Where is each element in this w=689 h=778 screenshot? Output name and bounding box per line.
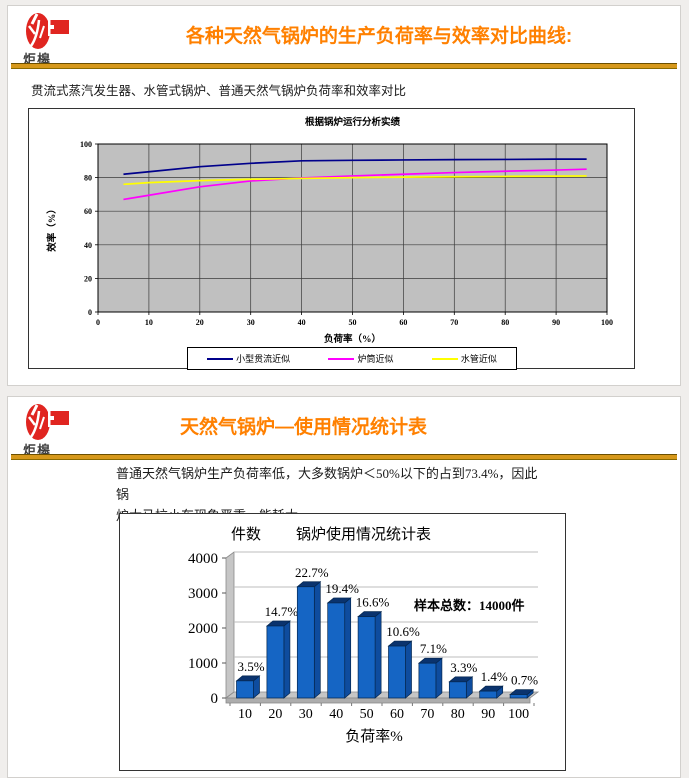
company-logo: 炬槔: [23, 402, 93, 459]
body-line-1: 普通天然气锅炉生产负荷率低，大多数锅炉＜50%以下的占到73.4%，因此锅: [116, 466, 538, 502]
svg-text:0: 0: [88, 308, 92, 317]
svg-text:16.6%: 16.6%: [356, 595, 390, 610]
svg-text:40: 40: [84, 241, 92, 250]
svg-text:0: 0: [211, 691, 219, 707]
svg-text:10: 10: [145, 318, 153, 327]
svg-text:效率（%）: 效率（%）: [46, 204, 58, 252]
efficiency-line-chart: 0 10 20 30 40 50 60 70 80 90 100 0 20 40 60 80 100 根据锅炉运行…: [46, 116, 613, 345]
svg-text:90: 90: [481, 707, 495, 722]
slide-usage-statistics: 炬槔 天然气锅炉—使用情况统计表 普通天然气锅炉生产负荷率低，大多数锅炉＜50%…: [7, 396, 681, 778]
svg-text:3000: 3000: [188, 586, 218, 602]
svg-text:3.3%: 3.3%: [450, 660, 477, 675]
svg-text:2000: 2000: [188, 621, 218, 637]
svg-text:80: 80: [84, 174, 92, 183]
svg-text:100: 100: [80, 140, 92, 149]
svg-text:30: 30: [299, 707, 313, 722]
svg-text:负荷率%: 负荷率%: [345, 728, 403, 745]
svg-text:100: 100: [601, 318, 613, 327]
svg-text:14.7%: 14.7%: [265, 604, 299, 619]
line-chart-frame: 0 10 20 30 40 50 60 70 80 90 100 0 20 40 60 80 100 根据锅炉运行…: [28, 108, 635, 370]
header-rule: [11, 63, 677, 69]
legend-swatch: [431, 357, 458, 360]
chart-legend: 小型贯流近似 炉筒近似 水管近似: [187, 347, 517, 370]
svg-text:40: 40: [298, 318, 306, 327]
svg-text:1.4%: 1.4%: [481, 669, 508, 684]
svg-text:100: 100: [508, 707, 529, 722]
slide1-subtitle: 贯流式蒸汽发生器、水管式锅炉、普通天然气锅炉负荷率和效率对比: [31, 84, 407, 98]
svg-text:根据锅炉运行分析实绩: 根据锅炉运行分析实绩: [305, 116, 401, 128]
svg-text:70: 70: [450, 318, 458, 327]
svg-text:0: 0: [96, 318, 100, 327]
svg-text:90: 90: [552, 318, 560, 327]
svg-text:10: 10: [238, 707, 252, 722]
slide-efficiency-curves: 炬槔 各种天然气锅炉的生产负荷率与效率对比曲线: 贯流式蒸汽发生器、水管式锅炉、…: [7, 5, 681, 386]
svg-text:60: 60: [399, 318, 407, 327]
legend-label: 炉筒近似: [357, 354, 394, 364]
svg-text:70: 70: [420, 707, 434, 722]
legend-item: 炉筒近似: [328, 352, 394, 365]
svg-text:50: 50: [349, 318, 357, 327]
svg-text:4000: 4000: [188, 551, 218, 567]
svg-text:3.5%: 3.5%: [237, 659, 264, 674]
legend-swatch: [328, 357, 355, 360]
svg-text:件数: 件数: [231, 526, 261, 543]
svg-text:80: 80: [501, 318, 509, 327]
svg-text:0.7%: 0.7%: [511, 673, 538, 688]
header-rule: [11, 454, 677, 460]
svg-text:负荷率（%）: 负荷率（%）: [324, 333, 381, 345]
svg-text:40: 40: [329, 707, 343, 722]
legend-swatch: [207, 357, 234, 360]
svg-text:50: 50: [360, 707, 374, 722]
legend-label: 水管近似: [460, 354, 497, 364]
svg-text:22.7%: 22.7%: [295, 565, 329, 580]
svg-text:80: 80: [451, 707, 465, 722]
svg-text:7.1%: 7.1%: [420, 641, 447, 656]
company-logo: 炬槔: [23, 11, 93, 68]
svg-text:样本总数：14000件: 样本总数：14000件: [414, 598, 525, 613]
legend-item: 小型贯流近似: [207, 352, 290, 365]
flame-logo-icon: [26, 404, 69, 440]
legend-item: 水管近似: [431, 352, 497, 365]
usage-bar-chart: 0 1000 2000 3000 4000 10 3.5% 20 14.7% 30 22.7% 40 1…: [188, 526, 540, 745]
svg-text:20: 20: [268, 707, 282, 722]
slide1-title: 各种天然气锅炉的生产负荷率与效率对比曲线:: [185, 26, 573, 47]
svg-text:1000: 1000: [188, 656, 218, 672]
flame-logo-icon: [26, 13, 69, 49]
bar-chart-frame: 0 1000 2000 3000 4000 10 3.5% 20 14.7% 30 22.7% 40 1…: [119, 513, 566, 771]
svg-text:19.4%: 19.4%: [325, 581, 359, 596]
svg-text:锅炉使用情况统计表: 锅炉使用情况统计表: [296, 526, 431, 543]
svg-text:20: 20: [84, 274, 92, 283]
slide2-title: 天然气锅炉—使用情况统计表: [180, 417, 428, 438]
svg-text:20: 20: [196, 318, 204, 327]
svg-text:60: 60: [390, 707, 404, 722]
legend-label: 小型贯流近似: [236, 354, 291, 364]
svg-text:10.6%: 10.6%: [386, 624, 420, 639]
svg-text:60: 60: [84, 207, 92, 216]
svg-text:30: 30: [247, 318, 255, 327]
